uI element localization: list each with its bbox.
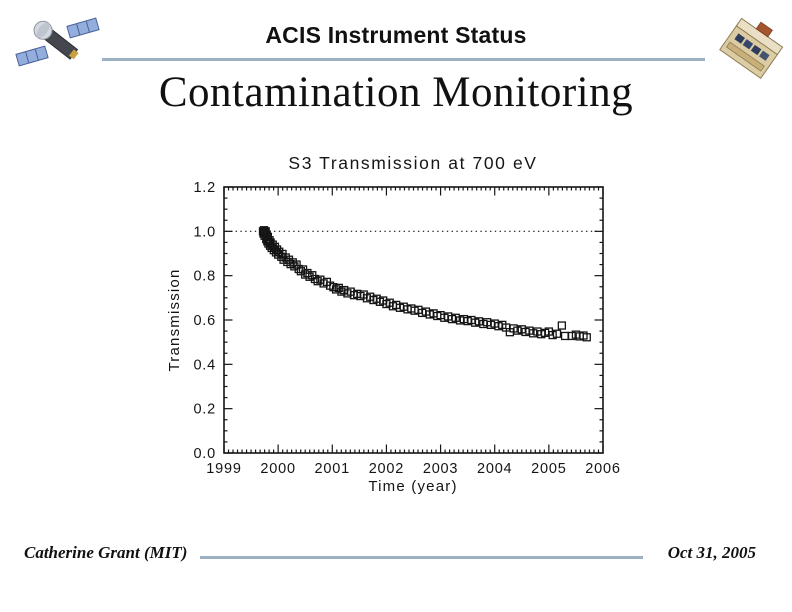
- data-point: [451, 313, 460, 322]
- acis-instrument-icon: [719, 17, 784, 79]
- data-point: [567, 331, 576, 341]
- data-point: [552, 329, 562, 338]
- y-tick-label: 0.8: [193, 269, 216, 285]
- x-tick-label: 2003: [423, 461, 458, 477]
- data-point: [292, 260, 301, 269]
- chandra-solar-panel-right: [66, 17, 100, 39]
- data-point: [272, 245, 282, 254]
- data-point: [305, 272, 314, 281]
- y-tick-label: 0.6: [193, 313, 216, 329]
- footer-date: Oct 31, 2005: [667, 543, 756, 562]
- x-tick-label: 2005: [531, 461, 566, 477]
- x-tick-label: 2002: [369, 461, 404, 477]
- y-tick-label: 1.0: [193, 224, 216, 240]
- header-divider-rule: [102, 58, 705, 61]
- data-point: [268, 240, 277, 249]
- chart-title: S3 Transmission at 700 eV: [288, 153, 537, 173]
- data-point: [313, 277, 322, 286]
- chart-xaxis-label: Time (year): [368, 478, 457, 495]
- data-point: [529, 329, 538, 338]
- chandra-telescope-body: [33, 20, 79, 60]
- data-point: [548, 330, 557, 340]
- chandra-solar-panel-left: [15, 45, 49, 67]
- y-tick-label: 1.2: [193, 180, 216, 196]
- data-point: [290, 262, 299, 271]
- x-tick-label: 2006: [585, 461, 620, 477]
- x-tick-label: 2001: [315, 461, 350, 477]
- acis-instrument-body: [719, 17, 784, 79]
- data-point: [513, 326, 522, 335]
- data-point: [557, 321, 567, 330]
- data-point: [337, 287, 346, 296]
- data-point: [270, 242, 280, 251]
- x-tick-label: 2000: [260, 461, 295, 477]
- footer-author: Catherine Grant (MIT): [24, 543, 188, 562]
- y-tick-label: 0.4: [193, 357, 216, 373]
- data-point: [329, 283, 338, 292]
- transmission-chart-svg: S3 Transmission at 700 eV Time (year) Tr…: [166, 153, 620, 495]
- data-point: [310, 274, 320, 284]
- footer-divider-rule: [200, 556, 643, 559]
- data-point: [331, 285, 341, 294]
- slide-heading: Contamination Monitoring: [158, 69, 634, 116]
- data-point: [266, 238, 275, 247]
- x-tick-label: 1999: [206, 461, 241, 477]
- data-point: [294, 264, 303, 274]
- slide-header-title: ACIS Instrument Status: [265, 22, 527, 48]
- y-tick-label: 0.2: [193, 402, 216, 418]
- transmission-chart: S3 Transmission at 700 eV Time (year) Tr…: [155, 146, 665, 506]
- chart-yaxis-label: Transmission: [166, 268, 183, 371]
- x-tick-label: 2004: [477, 461, 512, 477]
- data-point: [474, 317, 484, 326]
- data-point: [582, 333, 591, 342]
- y-tick-label: 0.0: [193, 446, 216, 462]
- chandra-spacecraft-icon: [15, 17, 100, 67]
